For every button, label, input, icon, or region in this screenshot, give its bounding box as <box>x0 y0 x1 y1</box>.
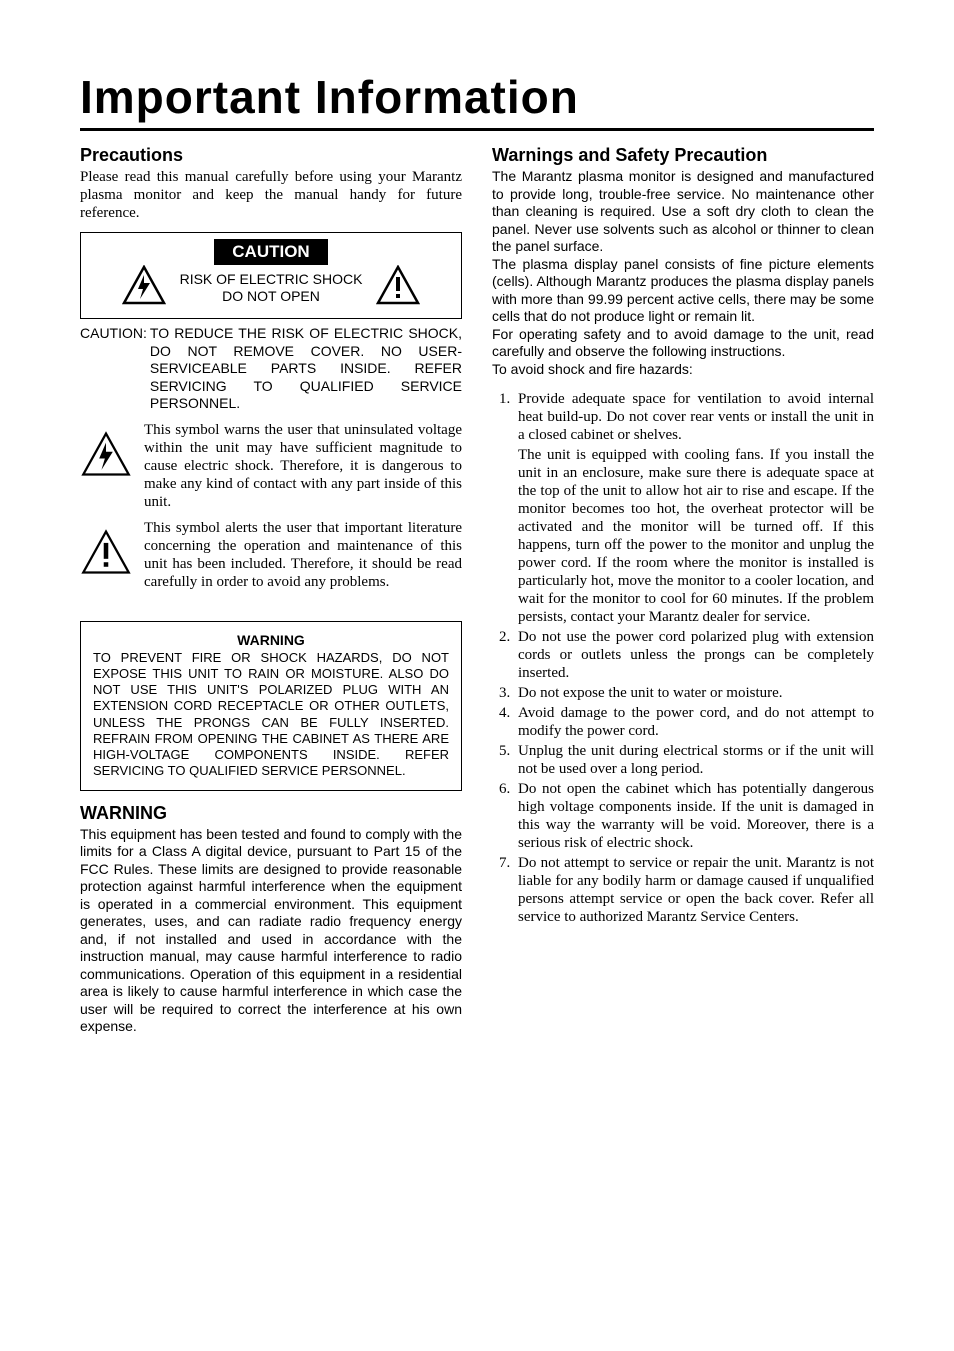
symbol-alert-row: This symbol alerts the user that importa… <box>80 519 462 591</box>
spacer <box>492 378 874 386</box>
list-item: Provide adequate space for ventilation t… <box>514 390 874 626</box>
right-column: Warnings and Safety Precaution The Maran… <box>492 145 874 1036</box>
alert-icon-large <box>80 519 132 575</box>
list-item: Do not open the cabinet which has potent… <box>514 780 874 852</box>
list-item: Do not use the power cord polarized plug… <box>514 628 874 682</box>
caution-body-text: TO REDUCE THE RISK OF ELECTRIC SHOCK, DO… <box>150 325 462 413</box>
list-item-text: Provide adequate space for ventilation t… <box>518 391 874 443</box>
list-item-text: Do not use the power cord polarized plug… <box>518 629 874 681</box>
list-item: Do not expose the unit to water or moist… <box>514 684 874 702</box>
right-para2: The plasma display panel consists of fin… <box>492 256 874 326</box>
right-para4: To avoid shock and fire hazards: <box>492 361 874 379</box>
list-item: Avoid damage to the power cord, and do n… <box>514 704 874 740</box>
right-heading: Warnings and Safety Precaution <box>492 145 874 166</box>
caution-box: CAUTION RISK OF ELECTRIC SHOCK DO NOT OP… <box>80 232 462 319</box>
symbol-alert-text: This symbol alerts the user that importa… <box>144 519 462 591</box>
list-item: Unplug the unit during electrical storms… <box>514 742 874 778</box>
shock-icon-large <box>80 421 132 477</box>
title-rule <box>80 128 874 131</box>
right-para3: For operating safety and to avoid damage… <box>492 326 874 361</box>
left-column: Precautions Please read this manual care… <box>80 145 462 1036</box>
caution-subtext: RISK OF ELECTRIC SHOCK DO NOT OPEN <box>180 271 363 305</box>
list-item-text: Unplug the unit during electrical storms… <box>518 743 874 777</box>
columns: Precautions Please read this manual care… <box>80 145 874 1036</box>
caution-header-row: RISK OF ELECTRIC SHOCK DO NOT OPEN <box>89 265 453 310</box>
caution-sub-line2: DO NOT OPEN <box>222 288 320 304</box>
list-item-text: Avoid damage to the power cord, and do n… <box>518 705 874 739</box>
symbol-shock-row: This symbol warns the user that uninsula… <box>80 421 462 511</box>
alert-icon <box>376 265 420 310</box>
caution-label: CAUTION <box>214 239 327 265</box>
shock-icon <box>122 265 166 310</box>
warning-box: WARNING TO PREVENT FIRE OR SHOCK HAZARDS… <box>80 621 462 791</box>
list-item-extra: The unit is equipped with cooling fans. … <box>518 446 874 626</box>
right-para1: The Marantz plasma monitor is designed a… <box>492 168 874 256</box>
symbol-shock-text: This symbol warns the user that uninsula… <box>144 421 462 511</box>
warning-box-heading: WARNING <box>93 632 449 648</box>
page-title: Important Information <box>80 70 874 124</box>
precautions-intro: Please read this manual carefully before… <box>80 168 462 222</box>
warning-text: This equipment has been tested and found… <box>80 826 462 1036</box>
caution-body-label: CAUTION: <box>80 325 147 413</box>
list-item-text: Do not attempt to service or repair the … <box>518 855 874 925</box>
caution-body: CAUTION: TO REDUCE THE RISK OF ELECTRIC … <box>80 325 462 413</box>
safety-list: Provide adequate space for ventilation t… <box>492 390 874 926</box>
warning-box-text: TO PREVENT FIRE OR SHOCK HAZARDS, DO NOT… <box>93 650 449 780</box>
page: Important Information Precautions Please… <box>0 0 954 1086</box>
precautions-heading: Precautions <box>80 145 462 166</box>
list-item-text: Do not expose the unit to water or moist… <box>518 685 783 701</box>
list-item: Do not attempt to service or repair the … <box>514 854 874 926</box>
caution-sub-line1: RISK OF ELECTRIC SHOCK <box>180 271 363 287</box>
warning-heading: WARNING <box>80 803 462 824</box>
list-item-text: Do not open the cabinet which has potent… <box>518 781 874 851</box>
